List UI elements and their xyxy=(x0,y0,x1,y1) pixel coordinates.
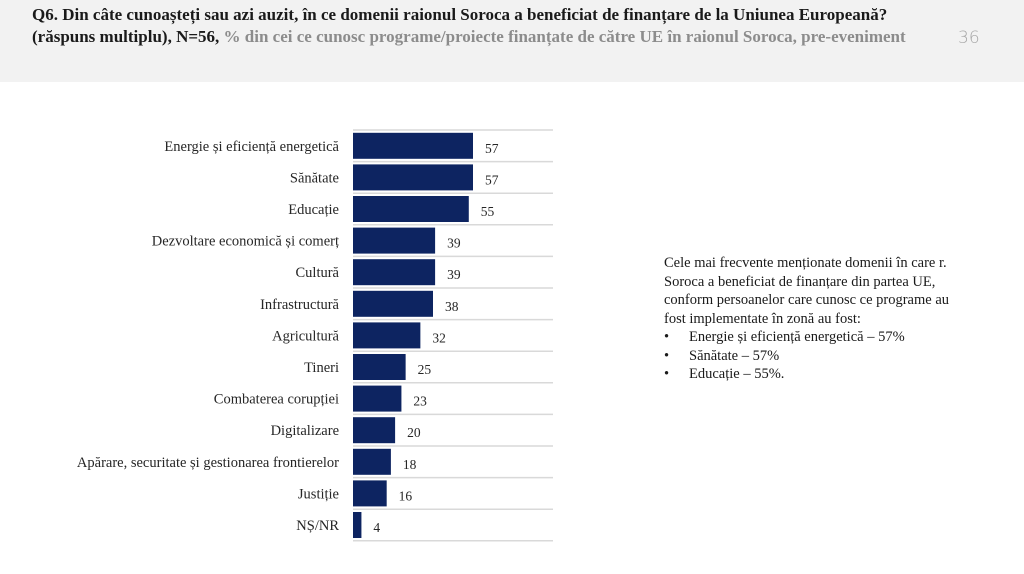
category-label: NȘ/NR xyxy=(296,518,339,534)
value-label: 55 xyxy=(481,204,495,219)
value-label: 20 xyxy=(407,425,421,440)
value-label: 25 xyxy=(418,362,432,377)
bar xyxy=(353,354,406,380)
category-label: Energie și eficiență energetică xyxy=(164,139,339,155)
value-label: 57 xyxy=(485,141,499,156)
category-label: Combaterea corupției xyxy=(214,392,339,408)
category-label: Infrastructură xyxy=(260,297,339,313)
category-label: Tineri xyxy=(304,360,339,376)
bar xyxy=(353,417,396,444)
value-label: 16 xyxy=(399,488,413,503)
title-main: Q6. Din câte cunoașteți sau azi auzit, î… xyxy=(32,5,888,46)
summary-bullet: Educație – 55%. xyxy=(664,365,964,384)
value-label: 18 xyxy=(403,457,417,472)
header-band: Q6. Din câte cunoașteți sau azi auzit, î… xyxy=(0,0,1024,82)
slide-number: 36 xyxy=(958,28,980,48)
bar xyxy=(353,322,421,349)
bar xyxy=(353,259,436,286)
value-label: 38 xyxy=(445,299,459,314)
bar xyxy=(353,512,362,538)
value-label: 39 xyxy=(447,267,461,282)
summary-note: Cele mai frecvente menționate domenii în… xyxy=(664,254,964,384)
bar xyxy=(353,227,436,254)
bar xyxy=(353,385,402,412)
category-label: Agricultură xyxy=(272,328,339,344)
summary-intro: Cele mai frecvente menționate domenii în… xyxy=(664,255,950,327)
summary-bullet: Sănătate – 57% xyxy=(664,347,964,366)
value-label: 32 xyxy=(432,330,446,345)
category-label: Dezvoltare economică și comerț xyxy=(152,234,339,250)
value-label: 57 xyxy=(485,172,499,187)
bar xyxy=(353,164,473,191)
category-label: Educație xyxy=(288,202,339,218)
value-label: 23 xyxy=(413,394,427,409)
value-label: 39 xyxy=(447,236,461,251)
bar xyxy=(353,290,433,317)
summary-bullets: Energie și eficiență energetică – 57% Să… xyxy=(664,328,964,384)
value-label: 4 xyxy=(373,520,380,535)
bar xyxy=(353,480,387,507)
category-label: Justiție xyxy=(298,486,339,502)
bar-chart: Energie și eficiență energetică 57 Sănătat… xyxy=(77,129,553,542)
bar xyxy=(353,132,473,159)
bar xyxy=(353,196,469,222)
bar xyxy=(353,448,391,475)
category-label: Cultură xyxy=(296,265,340,281)
title-subtitle: % din cei ce cunosc programe/proiecte fi… xyxy=(223,27,906,46)
category-label: Digitalizare xyxy=(271,423,339,439)
summary-bullet: Energie și eficiență energetică – 57% xyxy=(664,328,964,347)
category-label: Sănătate xyxy=(290,170,339,186)
slide-title: Q6. Din câte cunoașteți sau azi auzit, î… xyxy=(32,4,932,48)
category-label: Apărare, securitate și gestionarea front… xyxy=(77,455,339,471)
